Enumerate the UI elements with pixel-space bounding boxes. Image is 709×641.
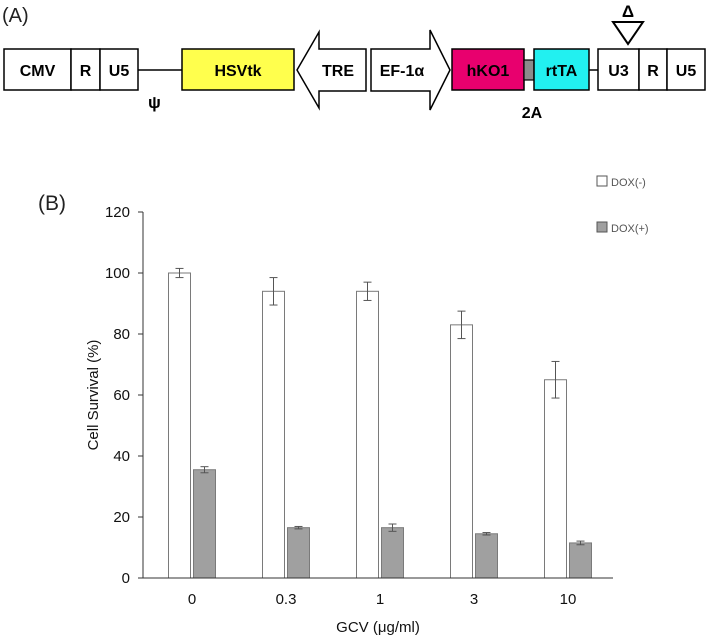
y-axis-title: Cell Survival (%): [85, 340, 102, 451]
u3-box: [597, 48, 640, 91]
cmv-label: CMV: [20, 63, 56, 80]
hsvtk-label: HSVtk: [214, 63, 261, 80]
r-right-label: R: [647, 63, 659, 80]
x-tick-label: 1: [376, 591, 384, 608]
y-tick-label: 40: [113, 448, 130, 465]
tre-label: TRE: [322, 63, 354, 80]
legend: DOX(-) DOX(+): [596, 175, 649, 235]
bar-dox-plus-1: [381, 527, 404, 579]
bar-dox-minus-0: [168, 272, 191, 579]
delta-label: Δ: [622, 2, 634, 21]
error-bars: [175, 267, 585, 546]
y-axis-ticks: 0 20 40 60 80 100 120: [105, 204, 143, 587]
bar-dox-minus-1: [356, 290, 379, 579]
r-left-label: R: [80, 63, 92, 80]
x-tick-label: 0: [188, 591, 196, 608]
linker-2a-box: [523, 59, 535, 81]
legend-label-dox-plus: DOX(+): [611, 223, 649, 235]
bar-series: [168, 272, 592, 579]
hsvtk-box: [181, 48, 295, 91]
ef1a-arrow: [370, 29, 451, 111]
y-tick-label: 20: [113, 509, 130, 526]
legend-label-dox-minus: DOX(-): [611, 177, 646, 189]
y-tick-label: 100: [105, 265, 130, 282]
u5-right-box: [666, 48, 706, 91]
bar-chart: (B) 0 20 40 60 80 100 120 0 0.3 1 3 10 Cell Surviv…: [38, 175, 649, 636]
cmv-box: [3, 48, 72, 91]
bar-dox-plus-0.3: [287, 527, 310, 579]
rtta-label: rtTA: [546, 63, 578, 80]
bar-dox-minus-0.3: [262, 290, 285, 579]
u3-label: U3: [608, 63, 629, 80]
y-tick-label: 0: [122, 570, 130, 587]
panel-b-label: (B): [38, 192, 66, 215]
bar-dox-minus-10: [544, 379, 567, 579]
bar-dox-plus-3: [475, 533, 498, 579]
ef1a-label: EF-1α: [380, 63, 425, 80]
u5-left-box: [99, 48, 139, 91]
panel-a-label: (A): [2, 5, 29, 27]
r-left-box: [70, 48, 101, 91]
x-axis-title: GCV (μg/ml): [336, 619, 420, 636]
y-tick-label: 80: [113, 326, 130, 343]
x-tick-label: 10: [560, 591, 577, 608]
legend-swatch-dox-plus: [596, 221, 608, 233]
psi-label: ψ: [148, 93, 161, 112]
u5-left-label: U5: [109, 63, 130, 80]
x-tick-label: 0.3: [276, 591, 297, 608]
linker-2a-label: 2A: [522, 105, 543, 122]
rtta-box: [533, 48, 590, 91]
hko1-label: hKO1: [467, 63, 510, 80]
x-tick-label: 3: [470, 591, 478, 608]
bar-dox-plus-10: [569, 542, 592, 579]
u5-right-label: U5: [676, 63, 697, 80]
construct-diagram: (A) CMV R U5 ψ HSVtk TRE EF-1α hKO1 2A r…: [2, 2, 706, 122]
legend-swatch-dox-minus: [596, 175, 608, 187]
tre-arrow: [296, 29, 367, 111]
deletion-triangle: [611, 21, 645, 46]
y-tick-label: 60: [113, 387, 130, 404]
y-tick-label: 120: [105, 204, 130, 221]
x-axis-ticks: 0 0.3 1 3 10: [188, 591, 577, 608]
bar-dox-plus-0: [193, 469, 216, 579]
bar-dox-minus-3: [450, 324, 473, 579]
hko1-box: [451, 48, 525, 91]
